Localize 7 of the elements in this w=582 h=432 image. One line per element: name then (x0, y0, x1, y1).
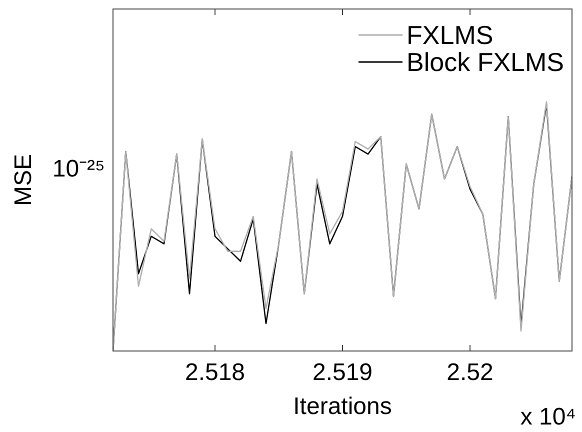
x-axis-title: Iterations (293, 393, 392, 420)
x-tick-label: 2.518 (184, 359, 246, 386)
x-tick-label: 2.52 (446, 359, 494, 386)
y-axis-title: MSE (10, 154, 38, 206)
text: x 10⁴ (520, 404, 576, 431)
text: 10⁻²⁵ (52, 155, 105, 182)
x-tick-label: 2.519 (312, 359, 373, 386)
